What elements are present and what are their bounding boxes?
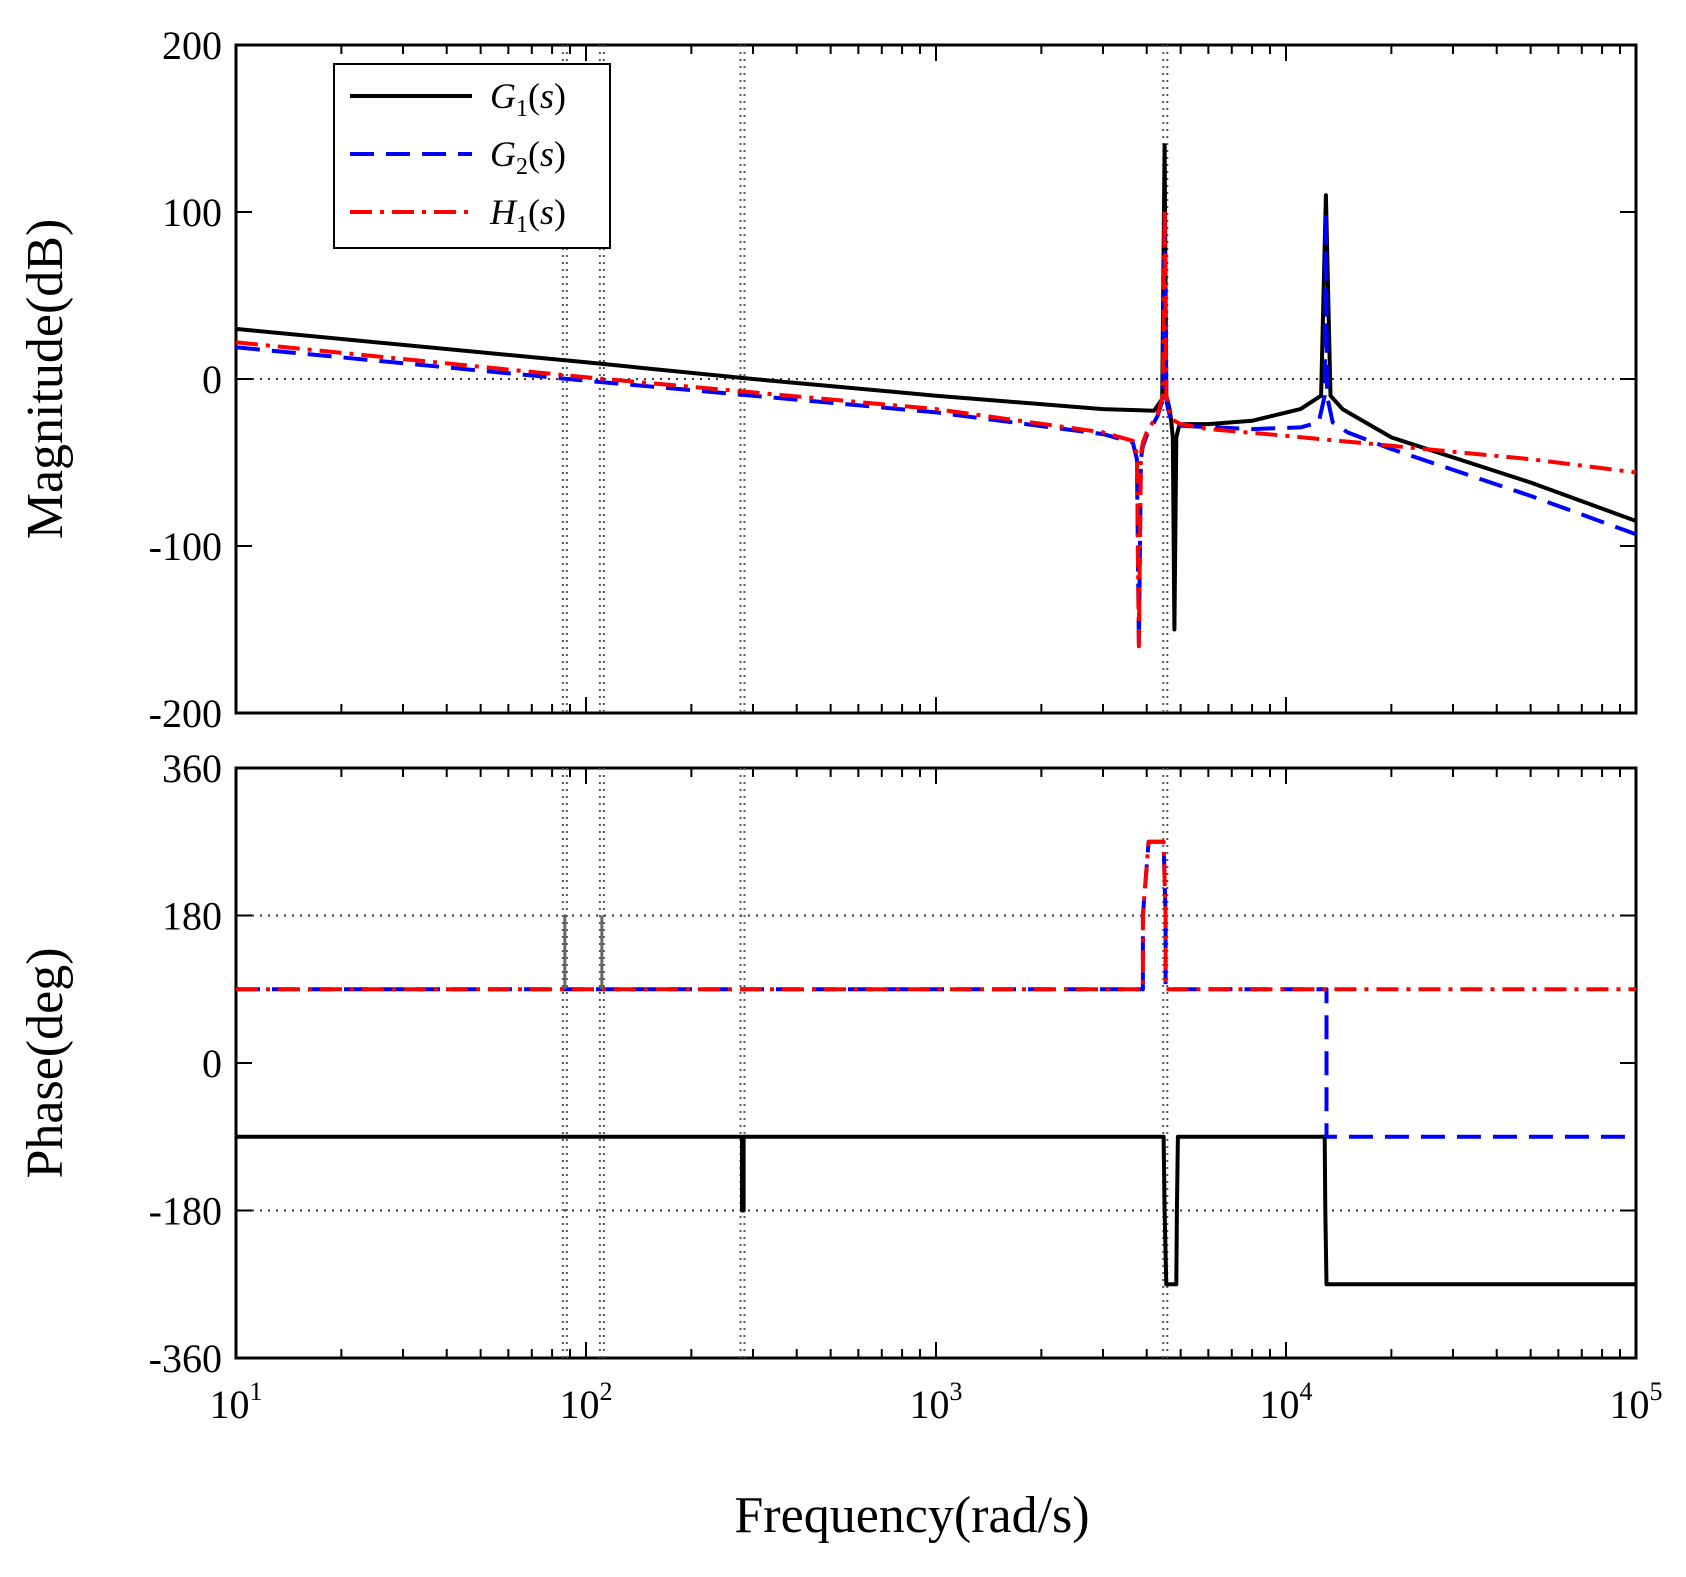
- legend-label-g2: G2(s): [490, 134, 566, 180]
- magnitude-ticks: [235, 44, 1637, 714]
- magnitude-y-axis-title: Magnitude(dB): [17, 219, 74, 540]
- y-tick-label: -360: [149, 1336, 222, 1381]
- y-tick-label: 0: [202, 1041, 222, 1086]
- phase-y-axis-title: Phase(deg): [17, 947, 74, 1178]
- x-tick-label: 103: [910, 1377, 963, 1427]
- magnitude-h1-s-line: [235, 206, 1637, 649]
- magnitude-g2-s-line: [235, 210, 1637, 649]
- x-tick-labels: 101 102 103 104 105: [210, 1377, 1663, 1427]
- phase-plot-frame: [234, 766, 1638, 1360]
- x-tick-label: 105: [1610, 1377, 1663, 1427]
- x-axis-title: Frequency(rad/s): [734, 1487, 1089, 1544]
- y-tick-label: 180: [162, 894, 222, 939]
- phase-y-tick-labels: 360 180 0 -180 -360: [149, 746, 222, 1381]
- legend-label-g1: G1(s): [490, 76, 566, 122]
- magnitude-series: [235, 143, 1637, 649]
- phase-marker-lines: [561, 768, 1169, 1358]
- y-tick-label: 200: [162, 23, 222, 68]
- x-tick-label: 101: [210, 1377, 263, 1427]
- y-tick-label: 360: [162, 746, 222, 791]
- phase-series: [236, 839, 1636, 1287]
- y-tick-label: -200: [149, 691, 222, 736]
- phase-panel: 360 180 0 -180 -360 101 102 103 104 105 Phase(de…: [17, 746, 1663, 1544]
- y-tick-label: -100: [149, 524, 222, 569]
- x-tick-label: 102: [560, 1377, 613, 1427]
- phase-g1-s-line: [236, 1134, 1636, 1287]
- legend-label-h1: H1(s): [489, 192, 566, 238]
- phase-ticks: [235, 767, 1637, 1359]
- phase-gridlines: [236, 914, 1636, 1212]
- magnitude-y-tick-labels: 200 100 0 -100 -200: [149, 23, 222, 736]
- x-tick-label: 104: [1260, 1377, 1313, 1427]
- y-tick-label: 0: [202, 357, 222, 402]
- y-tick-label: -180: [149, 1189, 222, 1234]
- legend: G1(s) G2(s) H1(s): [333, 63, 611, 249]
- phase-h1-s-line: [236, 839, 1636, 992]
- y-tick-label: 100: [162, 190, 222, 235]
- magnitude-g1-s-line: [235, 143, 1637, 632]
- magnitude-panel: 200 100 0 -100 -200 Magnitude(dB) G1(s) G2(s…: [17, 23, 1638, 736]
